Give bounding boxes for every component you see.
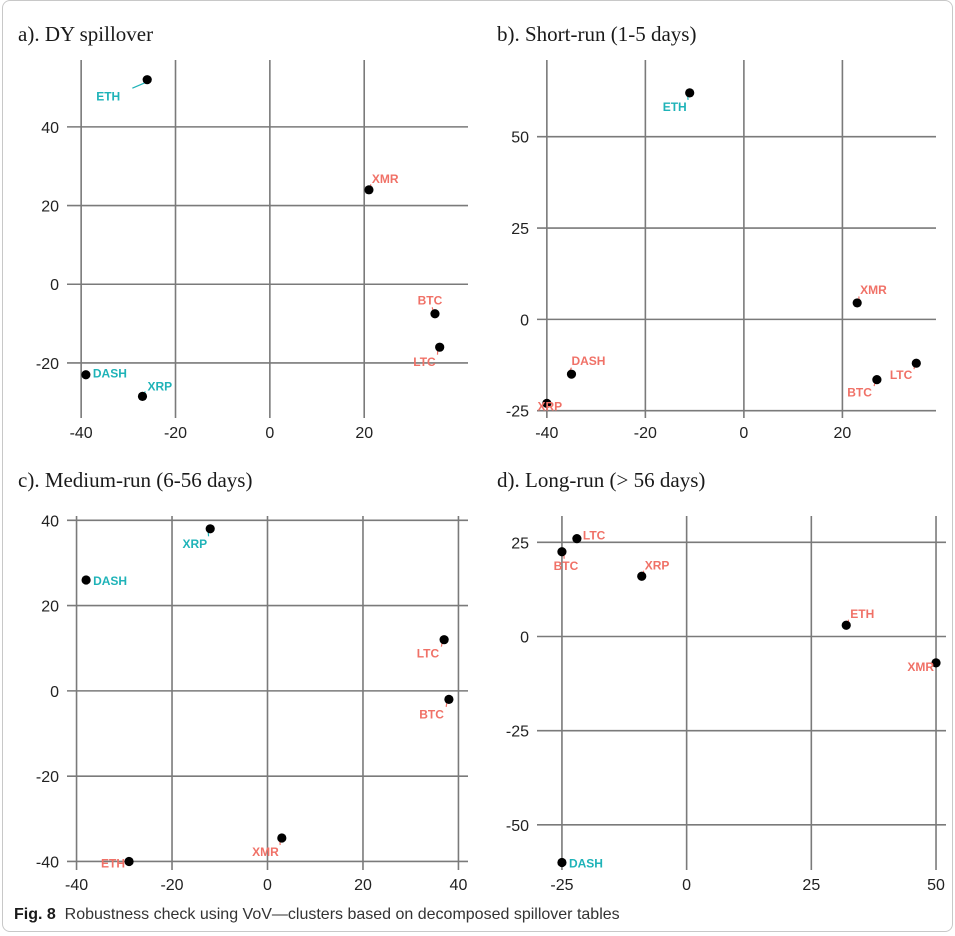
y-tick-label: -25 — [506, 404, 529, 421]
x-tick-label: -20 — [164, 425, 187, 442]
x-tick-label: -40 — [65, 877, 88, 894]
data-point — [841, 620, 851, 630]
point-label: DASH — [93, 367, 127, 381]
y-tick-label: 20 — [41, 599, 59, 616]
data-point — [205, 524, 215, 534]
data-point — [557, 857, 567, 868]
chart-d: -25 0 25 50 -50 -25 0 25 LTC BTC XRP ETH XMR DASH — [506, 516, 946, 894]
data-point — [872, 375, 882, 385]
data-point — [911, 358, 921, 368]
y-tick-label: -20 — [36, 356, 59, 373]
figure-caption: Fig. 8 Robustness check using VoV—cluste… — [14, 906, 620, 924]
data-point — [137, 391, 148, 401]
caption-label: Fig. 8 — [14, 906, 56, 923]
point-label: BTC — [554, 559, 579, 573]
x-tick-label: 20 — [354, 877, 372, 894]
point-label: DASH — [571, 354, 605, 368]
chart-b: -40 -20 0 20 -25 0 25 50 ETH XMR DASH XRP BTC LTC — [506, 60, 936, 442]
point-label: ETH — [850, 607, 874, 621]
data-point — [81, 575, 91, 585]
point-label: XMR — [860, 283, 887, 297]
data-point — [637, 571, 647, 581]
point-label: DASH — [93, 574, 127, 588]
data-point — [124, 856, 134, 867]
panel-b: b). Short-run (1-5 days) -40 -20 0 20 -25 0 25… — [480, 0, 955, 448]
chart-a: -40 -20 0 20 -20 0 20 40 ETH XMR BTC LTC DASH XRP — [36, 60, 468, 442]
point-label: XRP — [147, 379, 172, 393]
x-tick-label: 0 — [682, 877, 691, 894]
data-point — [142, 75, 152, 85]
data-point — [852, 298, 862, 308]
point-label: XMR — [372, 172, 399, 186]
y-tick-label: 20 — [41, 199, 59, 216]
data-point — [572, 533, 582, 544]
panel-title: b). Short-run (1-5 days) — [497, 22, 697, 46]
y-tick-label: 40 — [41, 513, 59, 530]
panel-title: d). Long-run (> 56 days) — [497, 468, 706, 492]
y-tick-label: 0 — [50, 684, 59, 701]
y-tick-label: -40 — [36, 854, 59, 871]
point-label: XRP — [645, 558, 670, 572]
panel-title: c). Medium-run (6-56 days) — [18, 468, 253, 492]
data-point — [931, 658, 941, 668]
x-tick-label: -40 — [535, 425, 558, 442]
panel-d: d). Long-run (> 56 days) -25 0 25 50 -50 -25 0… — [480, 460, 955, 900]
point-label: ETH — [101, 856, 125, 870]
data-point — [542, 398, 552, 408]
y-tick-label: 50 — [511, 130, 529, 147]
point-label: ETH — [96, 90, 120, 104]
x-tick-label: 20 — [834, 425, 852, 442]
y-tick-label: 25 — [511, 221, 529, 238]
x-tick-label: 40 — [450, 877, 468, 894]
chart-c: -40 -20 0 20 40 -40 -20 0 20 40 XRP DASH LTC BTC XMR ET… — [36, 513, 468, 894]
x-tick-label: -20 — [160, 877, 183, 894]
y-tick-label: -20 — [36, 769, 59, 786]
point-label: ETH — [663, 100, 687, 114]
x-tick-label: 0 — [739, 425, 748, 442]
y-tick-label: 0 — [520, 630, 529, 647]
panel-a: a). DY spillover -40 -20 0 20 -20 0 20 40 ETH XMR… — [0, 0, 480, 448]
x-tick-label: -25 — [550, 877, 573, 894]
data-point — [81, 370, 91, 380]
panel-c: c). Medium-run (6-56 days) -40 -20 0 20 40 -4… — [0, 460, 480, 900]
point-label: LTC — [417, 647, 440, 661]
x-tick-label: 0 — [263, 877, 272, 894]
data-point — [557, 547, 567, 557]
caption-text: Robustness check using VoV—clusters base… — [64, 906, 620, 923]
data-point — [430, 309, 440, 319]
x-tick-label: 20 — [355, 425, 373, 442]
label-leader — [132, 82, 146, 89]
point-label: XMR — [252, 845, 279, 859]
point-label: XRP — [538, 399, 563, 413]
point-label: XMR — [907, 660, 934, 674]
x-tick-label: -20 — [634, 425, 657, 442]
point-label: DASH — [569, 856, 603, 870]
data-point — [444, 694, 454, 704]
y-tick-label: 25 — [511, 535, 529, 552]
point-label: LTC — [890, 368, 913, 382]
x-tick-label: -40 — [70, 425, 93, 442]
panel-title: a). DY spillover — [18, 22, 154, 46]
y-tick-label: 0 — [520, 312, 529, 329]
point-label: XRP — [183, 537, 208, 551]
data-point — [439, 635, 449, 645]
point-label: BTC — [418, 294, 443, 308]
x-tick-label: 0 — [265, 425, 274, 442]
y-tick-label: 0 — [50, 277, 59, 294]
data-point — [435, 342, 445, 352]
data-point — [685, 88, 695, 98]
data-point — [277, 833, 287, 843]
data-point — [566, 369, 577, 379]
data-point — [364, 185, 374, 195]
y-tick-label: -25 — [506, 724, 529, 741]
point-label: BTC — [847, 386, 872, 400]
x-tick-label: 25 — [802, 877, 820, 894]
x-tick-label: 50 — [927, 877, 945, 894]
y-tick-label: -50 — [506, 818, 529, 835]
point-label: BTC — [419, 707, 444, 721]
point-label: LTC — [583, 529, 606, 543]
point-label: LTC — [413, 355, 436, 369]
y-tick-label: 40 — [41, 120, 59, 137]
